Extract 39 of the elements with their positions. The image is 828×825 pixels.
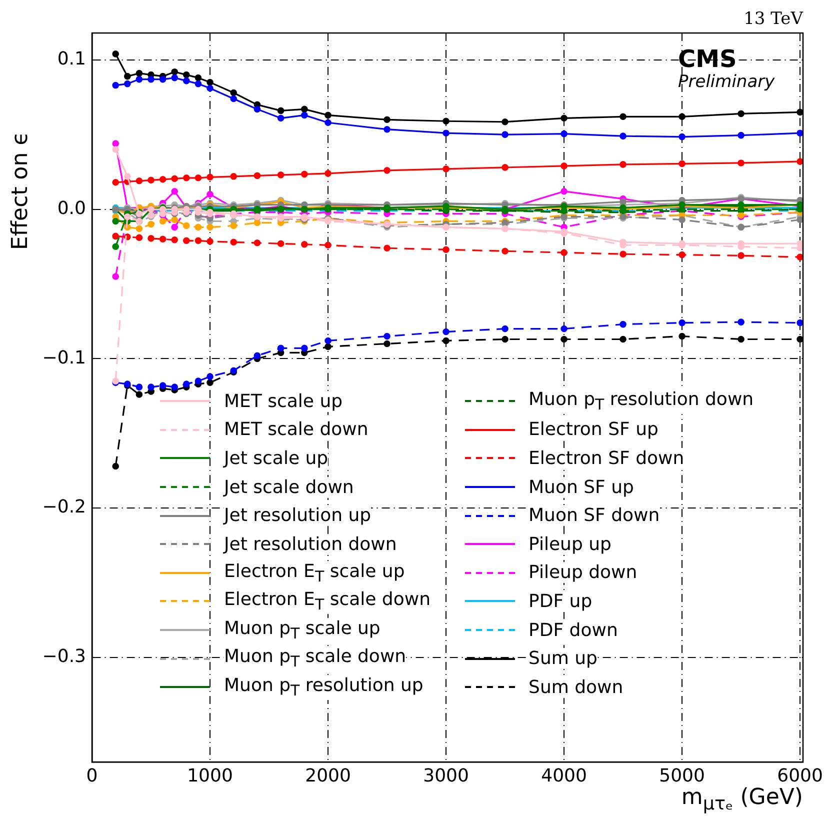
- y-axis-title: Effect on ϵ: [8, 132, 33, 250]
- legend-label: Pileup up: [528, 534, 612, 555]
- legend-label: Muon p$_{T}$ scale up: [224, 618, 380, 642]
- legend-label: Sum up: [528, 648, 598, 670]
- legend-label: Muon p$_{T}$ resolution up: [224, 674, 424, 700]
- x-tick-label: 1000: [187, 765, 233, 786]
- x-tick-label: 4000: [541, 765, 587, 786]
- legend-label: Electron E$_{T}$ scale down: [224, 589, 431, 614]
- legend-label: Jet resolution up: [224, 505, 372, 526]
- legend-label: Electron SF down: [528, 448, 684, 469]
- y-tick-label: 0.0: [57, 198, 86, 219]
- legend-label: Sum down: [528, 676, 624, 698]
- x-tick-label: 0: [86, 765, 98, 786]
- x-axis-title: m$_{μτₑ}$ (GeV): [681, 785, 803, 814]
- legend-label: Muon p$_{T}$ scale down: [224, 646, 406, 671]
- y-tick-label: −0.2: [42, 496, 86, 518]
- legend-label: MET scale up: [224, 390, 343, 412]
- legend-label: PDF down: [528, 620, 618, 641]
- legend-label: Jet scale up: [224, 448, 328, 469]
- legend-label: Pileup down: [528, 562, 638, 584]
- legend-label: MET scale down: [224, 419, 368, 440]
- legend-label: Jet resolution down: [224, 534, 397, 555]
- y-tick-label: −0.1: [42, 347, 86, 368]
- x-tick-label: 3000: [423, 765, 469, 786]
- legend-label: Muon SF down: [528, 505, 660, 526]
- legend-label: Muon SF up: [528, 476, 634, 498]
- annotation: Preliminary: [678, 72, 776, 92]
- legend-label: Electron SF up: [528, 419, 658, 440]
- legend-label: Muon p$_{T}$ resolution down: [528, 389, 754, 414]
- x-tick-label: 2000: [305, 765, 351, 786]
- x-tick-label: 5000: [659, 765, 705, 786]
- text: 13 TeV: [744, 9, 804, 29]
- y-tick-label: −0.3: [42, 646, 86, 668]
- legend-label: PDF up: [528, 590, 592, 612]
- x-tick-label: 6000: [777, 765, 823, 786]
- legend-label: Jet scale down: [224, 476, 354, 498]
- legend-label: Electron E$_{T}$ scale up: [224, 560, 405, 586]
- y-tick-label: 0.1: [57, 48, 86, 70]
- annotation: CMS: [678, 45, 737, 73]
